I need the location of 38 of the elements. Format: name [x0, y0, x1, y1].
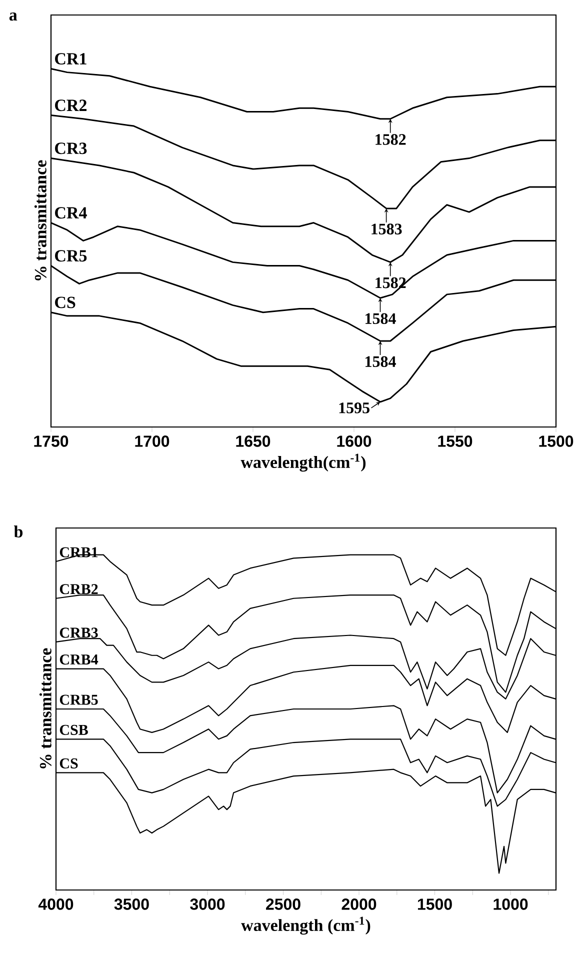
x-tick-label: 1750	[34, 436, 68, 447]
series-label: CRB5	[60, 694, 98, 705]
series-label: CR3	[55, 142, 87, 154]
y-axis-title: % transmittance	[34, 160, 46, 280]
x-tick-label: 3000	[190, 898, 225, 910]
series-label: CR1	[55, 53, 86, 65]
annotation: 1584	[366, 313, 396, 324]
series-label: CR2	[55, 100, 87, 112]
x-tick-label: 1000	[494, 898, 528, 910]
series-label: CRB3	[60, 628, 98, 638]
x-tick-label: 1650	[236, 436, 270, 447]
x-tick-label: 1600	[337, 436, 372, 447]
chart-title: b	[14, 526, 23, 538]
x-tick-label: 2000	[342, 898, 376, 910]
annotation: 1582	[376, 277, 406, 288]
annotation: 1582	[376, 134, 406, 145]
series-label: CRB2	[60, 584, 98, 594]
chart-title: a	[9, 12, 18, 21]
series-label: CS	[55, 296, 76, 308]
x-tick-label: 2500	[266, 898, 300, 910]
series-label: CR4	[55, 207, 87, 219]
annotation: 1595	[339, 402, 370, 414]
series-label: CR5	[55, 250, 87, 262]
series-label: CS	[60, 758, 78, 768]
series-label: CSB	[60, 724, 88, 735]
x-tick-label: 1550	[438, 436, 472, 447]
x-tick-label: 1700	[135, 436, 170, 447]
y-axis-title: % transmittance	[39, 648, 52, 768]
annotation: 1584	[366, 356, 396, 368]
x-tick-label: 1500	[539, 436, 574, 447]
series-label: CRB4	[60, 654, 98, 665]
x-tick-label: 4000	[38, 898, 74, 910]
x-axis-title: wavelength (cm$^{-1}$)	[241, 916, 370, 935]
x-axis-title: wavelength(cm$^{-1}$)	[240, 454, 366, 472]
x-tick-label: 1500	[418, 898, 452, 910]
x-tick-label: 3500	[114, 898, 149, 910]
series-label: CRB1	[60, 547, 98, 558]
annotation: 1583	[372, 224, 402, 234]
